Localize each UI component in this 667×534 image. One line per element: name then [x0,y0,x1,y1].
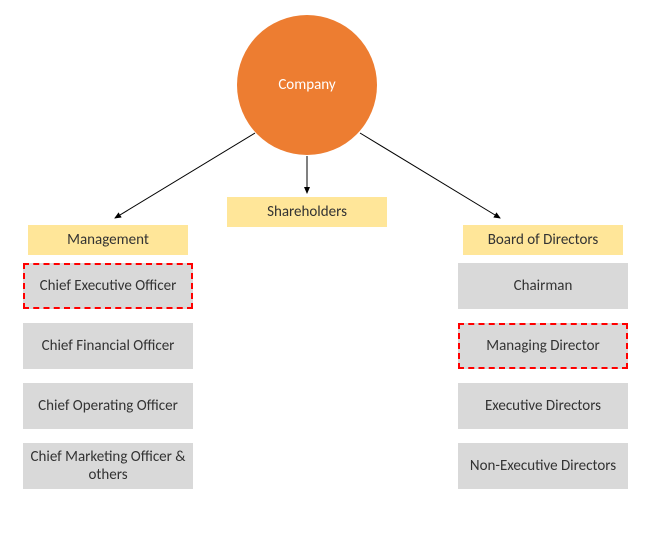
org-item: Managing Director [458,323,628,369]
branch-header: Board of Directors [463,225,623,255]
org-item-label: Chief Financial Officer [42,337,175,355]
org-item: Chief Executive Officer [23,263,193,309]
branch-header: Shareholders [227,197,387,227]
org-item: Chief Marketing Officer & others [23,443,193,489]
root-node-company: Company [237,15,377,155]
org-item-label: Chairman [514,277,573,295]
org-item-label: Chief Operating Officer [38,397,178,415]
branch-header: Management [28,225,188,255]
org-item: Chairman [458,263,628,309]
org-item-label: Chief Marketing Officer & others [27,448,189,484]
org-item-label: Executive Directors [485,397,601,415]
org-item: Chief Operating Officer [23,383,193,429]
root-node-label: Company [278,76,335,94]
branch-header-label: Management [67,231,149,249]
org-item-label: Chief Executive Officer [40,277,177,295]
org-item: Chief Financial Officer [23,323,193,369]
org-item: Non-Executive Directors [458,443,628,489]
branch-header-label: Board of Directors [488,231,599,249]
org-item-label: Non-Executive Directors [470,457,616,475]
branch-header-label: Shareholders [267,203,347,221]
org-item: Executive Directors [458,383,628,429]
org-item-label: Managing Director [486,337,599,355]
